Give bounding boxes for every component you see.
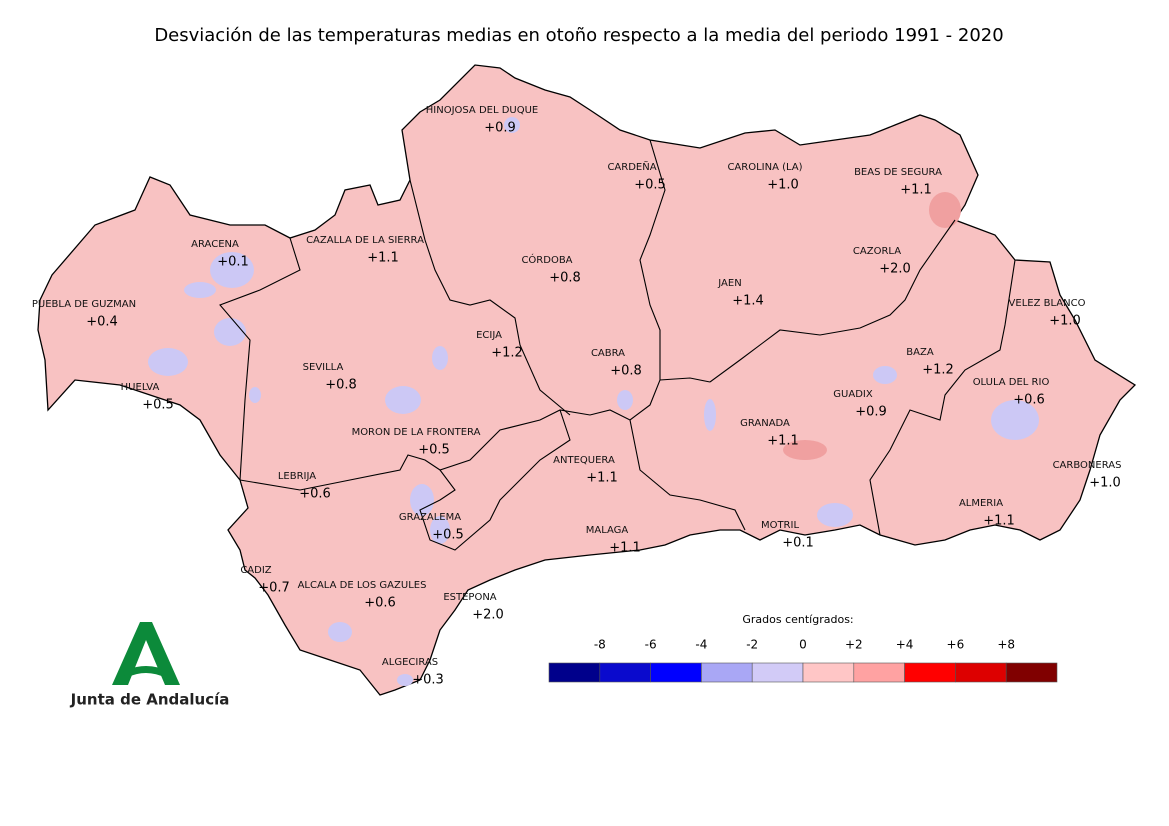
station-name: CARBONERAS	[1053, 460, 1122, 471]
station-name: BEAS DE SEGURA	[854, 167, 942, 178]
station-name: ANTEQUERA	[553, 455, 615, 466]
station-value: +1.0	[1049, 314, 1081, 329]
station-value: +1.1	[983, 514, 1015, 529]
station-name: CABRA	[591, 348, 625, 359]
station-name: GRAZALEMA	[399, 512, 461, 523]
station-value: +1.1	[367, 251, 399, 266]
station-value: +0.5	[634, 178, 666, 193]
station-value: +1.2	[922, 363, 954, 378]
station-name: CARDEÑA	[607, 160, 656, 173]
map-title: Desviación de las temperaturas medias en…	[154, 25, 1003, 46]
legend-swatch	[955, 662, 1007, 683]
station-name: CÓRDOBA	[521, 253, 572, 266]
station-name: PUEBLA DE GUZMAN	[32, 299, 136, 310]
station-value: +0.6	[1013, 393, 1045, 408]
legend-tick-label: +2	[845, 638, 863, 652]
station-value: +0.8	[549, 271, 581, 286]
station-name: HINOJOSA DEL DUQUE	[426, 105, 539, 116]
station-name: ECIJA	[476, 330, 502, 341]
stations: HINOJOSA DEL DUQUE +0.9 CARDEÑA +0.5 CAROLIN…	[32, 105, 1122, 688]
logo-mark	[122, 666, 170, 678]
station-value: +0.1	[782, 536, 814, 551]
station-name: CAZORLA	[853, 246, 901, 257]
legend-tick-label: +4	[896, 638, 914, 652]
station-value: +0.8	[610, 364, 642, 379]
region	[37, 64, 1137, 696]
legend-bar: -8 -6 -4 -2 0 +2 +4 +6 +8	[548, 638, 1058, 683]
legend-swatch	[751, 662, 804, 683]
station-name: OLULA DEL RIO	[973, 377, 1050, 388]
station-name: ALCALA DE LOS GAZULES	[298, 580, 427, 591]
station-name: GUADIX	[833, 389, 873, 400]
legend-tick-label: +8	[997, 638, 1015, 652]
station-value: +1.0	[1089, 476, 1121, 491]
station-value: +2.0	[472, 608, 504, 623]
station-name: CADIZ	[240, 565, 271, 576]
station-value: +1.1	[900, 183, 932, 198]
station-name: HUELVA	[121, 382, 160, 393]
station-name: GRANADA	[740, 418, 790, 429]
station-name: MALAGA	[586, 525, 629, 536]
station-value: +0.5	[432, 528, 464, 543]
legend-tick-label: -8	[594, 638, 606, 652]
station-value: +0.8	[325, 378, 357, 393]
station-value: +2.0	[879, 262, 911, 277]
legend-swatch	[548, 662, 601, 683]
station-name: SEVILLA	[303, 362, 344, 373]
legend-tick-label: -2	[746, 638, 758, 652]
station-value: +0.9	[855, 405, 887, 420]
station-name: LEBRIJA	[278, 471, 316, 482]
station-name: JAEN	[717, 278, 741, 289]
station-value: +0.5	[418, 443, 450, 458]
station-name: ALGECIRAS	[382, 657, 438, 668]
station-value: +1.0	[767, 178, 799, 193]
station-name: CAROLINA (LA)	[727, 162, 802, 173]
station-name: BAZA	[906, 347, 934, 358]
legend: Grados centígrados: -8 -6 -4 -2 0 +2 +4 +6 +8	[548, 613, 1058, 683]
station-value: +0.9	[484, 121, 516, 136]
logo-mark	[112, 622, 180, 685]
station-value: +0.4	[86, 315, 118, 330]
station-value: +0.1	[217, 255, 249, 270]
station-value: +0.6	[364, 596, 396, 611]
legend-swatch	[853, 662, 905, 683]
logo-text: Junta de Andalucía	[70, 691, 230, 709]
logo: Junta de Andalucía	[70, 622, 230, 709]
station-name: ARACENA	[191, 239, 239, 250]
legend-swatch	[1005, 662, 1058, 683]
legend-tick-label: +6	[947, 638, 965, 652]
province-borders	[219, 139, 1016, 551]
station-value: +1.1	[767, 434, 799, 449]
warm-areas	[783, 192, 961, 460]
station-value: +0.6	[299, 487, 331, 502]
legend-swatch	[701, 662, 753, 683]
legend-swatch	[650, 662, 702, 683]
legend-title: Grados centígrados:	[742, 613, 853, 626]
station-name: ALMERIA	[959, 498, 1003, 509]
legend-swatch	[599, 662, 651, 683]
station-name: MOTRIL	[761, 520, 800, 531]
legend-swatch	[802, 662, 855, 683]
station-name: VELEZ BLANCO	[1009, 298, 1086, 309]
station-value: +0.3	[412, 673, 444, 688]
station-value: +1.1	[586, 471, 618, 486]
station-value: +1.4	[732, 294, 764, 309]
station-value: +0.5	[142, 398, 174, 413]
legend-swatch	[904, 662, 956, 683]
legend-tick-label: -4	[695, 638, 707, 652]
cool-areas	[148, 117, 1039, 686]
station-value: +1.1	[609, 541, 641, 556]
station-name: CAZALLA DE LA SIERRA	[306, 235, 424, 246]
region-outline	[37, 64, 1137, 696]
legend-tick-label: -6	[645, 638, 657, 652]
legend-tick-label: 0	[799, 638, 807, 652]
station-value: +0.7	[258, 581, 290, 596]
station-name: ESTEPONA	[443, 592, 496, 603]
station-value: +1.2	[491, 346, 523, 361]
station-name: MORON DE LA FRONTERA	[352, 427, 481, 438]
